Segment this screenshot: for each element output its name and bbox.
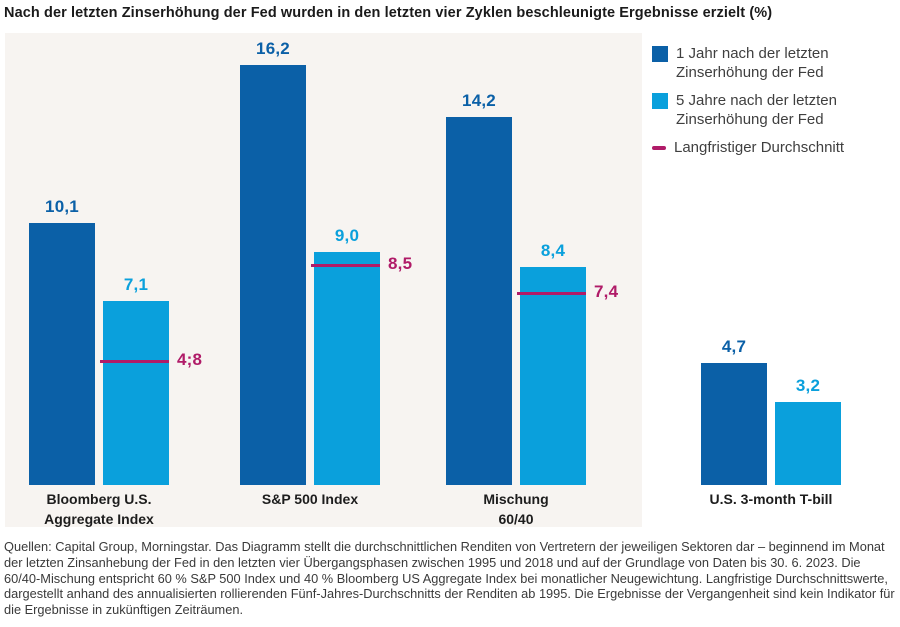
- legend-label-5yr: 5 Jahre nach der letzten Zinserhöhung de…: [676, 92, 837, 128]
- category-label-2: Mischung 60/40: [483, 491, 549, 527]
- bar-1yr-3: [701, 363, 767, 485]
- legend-swatch-5yr-icon: [652, 93, 668, 109]
- longterm-average-value-2: 7,4: [594, 282, 619, 302]
- source-note: Quellen: Capital Group, Morningstar. Das…: [4, 539, 895, 618]
- longterm-average-line-1: [311, 263, 380, 267]
- legend-dash-icon: [652, 146, 666, 150]
- longterm-average-line-0: [100, 359, 169, 363]
- category-label-0: Bloomberg U.S. Aggregate Index: [44, 491, 154, 527]
- bar-1yr-1: [240, 65, 306, 485]
- longterm-average-value-0: 4;8: [177, 349, 203, 369]
- legend-item-5yr: 5 Jahre nach der letzten Zinserhöhung de…: [652, 91, 897, 129]
- bar-value-5yr-3: 3,2: [795, 376, 821, 396]
- bar-5yr-0: [103, 301, 169, 485]
- longterm-average-line-2: [517, 292, 586, 296]
- bar-5yr-2: [520, 267, 586, 485]
- legend-label-longterm-average: Langfristiger Durchschnitt: [674, 139, 845, 156]
- bar-value-1yr-3: 4,7: [721, 337, 747, 357]
- legend-item-1yr: 1 Jahr nach der letzten Zinserhöhung der…: [652, 44, 897, 82]
- bar-5yr-3: [775, 402, 841, 485]
- bar-value-1yr-0: 10,1: [45, 197, 79, 217]
- bar-1yr-2: [446, 117, 512, 485]
- bar-value-5yr-0: 7,1: [123, 275, 149, 295]
- longterm-average-value-1: 8,5: [388, 253, 413, 273]
- bar-value-1yr-1: 16,2: [256, 39, 290, 59]
- bar-value-5yr-2: 8,4: [540, 241, 566, 261]
- legend-swatch-1yr-icon: [652, 46, 668, 62]
- bar-value-1yr-2: 14,2: [462, 91, 496, 111]
- category-label-3: U.S. 3-month T-bill: [709, 491, 833, 507]
- bar-1yr-0: [29, 223, 95, 485]
- chart-legend: 1 Jahr nach der letzten Zinserhöhung der…: [652, 44, 897, 157]
- page-title: Nach der letzten Zinserhöhung der Fed wu…: [4, 5, 773, 21]
- bar-5yr-1: [314, 251, 380, 485]
- legend-item-longterm-average: Langfristiger Durchschnitt: [652, 138, 897, 157]
- legend-label-1yr: 1 Jahr nach der letzten Zinserhöhung der…: [676, 45, 829, 81]
- category-label-1: S&P 500 Index: [261, 491, 359, 507]
- bar-value-5yr-1: 9,0: [334, 225, 360, 245]
